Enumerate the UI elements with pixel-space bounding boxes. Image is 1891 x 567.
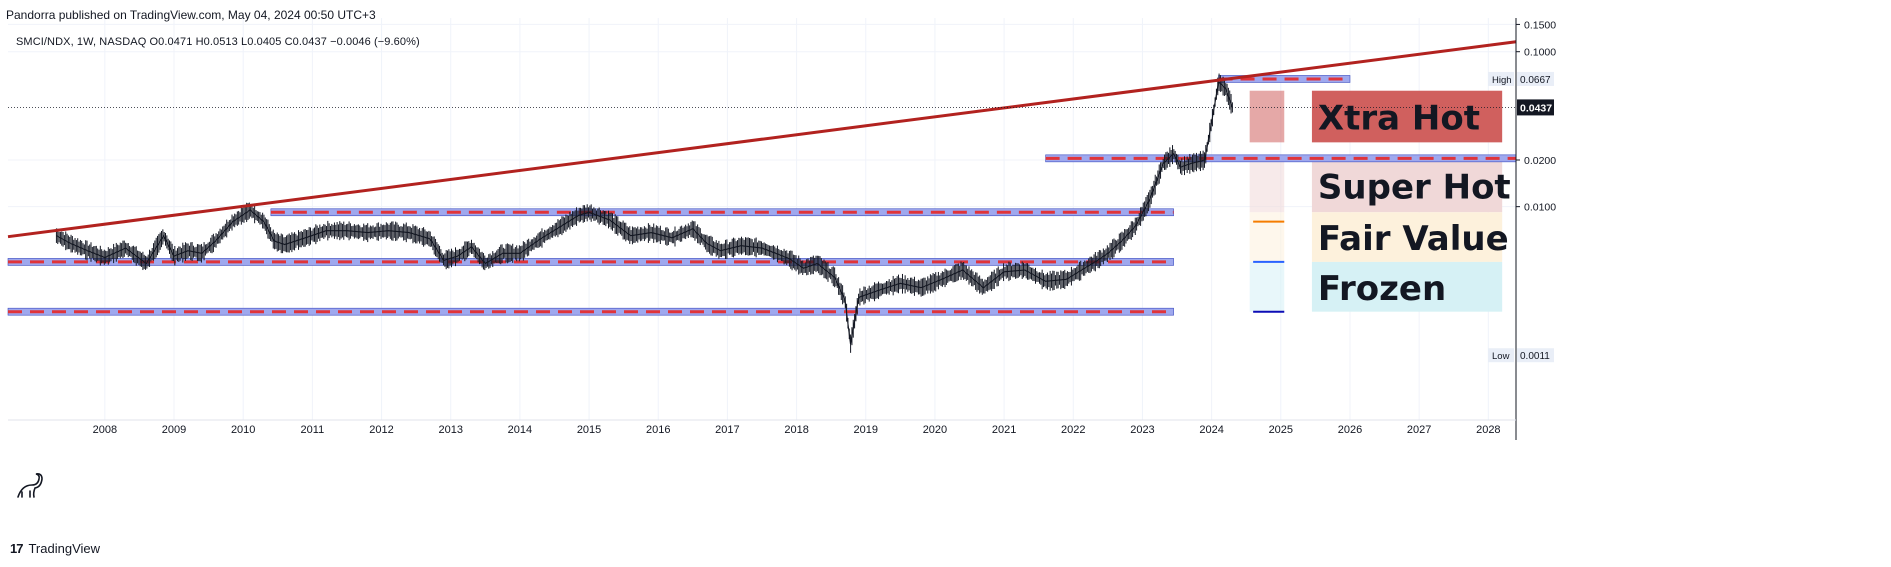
x-tick-label: 2026 <box>1338 424 1362 436</box>
zone-label: Fair Value <box>1318 219 1509 259</box>
zone-box <box>1311 261 1503 312</box>
trendline <box>7 40 1517 239</box>
x-tick-label: 2017 <box>715 424 739 436</box>
zone-strip <box>1249 212 1285 262</box>
time-axis[interactable]: 2008 2009 2010 2011 2012 2013 2014 2015 2016 2017… <box>8 419 1516 436</box>
zone-box <box>1311 158 1503 213</box>
x-tick-label: 2027 <box>1407 424 1431 436</box>
x-tick-label: 2012 <box>369 424 393 436</box>
y-tick-label: 0.1500 <box>1524 19 1556 31</box>
zone-label: Xtra Hot <box>1318 99 1480 139</box>
x-tick-label: 2015 <box>577 424 601 436</box>
x-tick-label: 2025 <box>1269 424 1293 436</box>
x-tick-label: 2010 <box>231 424 255 436</box>
x-tick-label: 2028 <box>1476 424 1500 436</box>
price-label-name-box <box>1488 348 1514 363</box>
price-label-value: 0.0011 <box>1520 351 1550 362</box>
zone-box <box>1311 90 1503 143</box>
x-tick-label: 2008 <box>93 424 117 436</box>
y-tick-label: 0.0100 <box>1524 202 1556 214</box>
x-tick-label: 2021 <box>992 424 1016 436</box>
publish-info: Pandorra published on TradingView.com, M… <box>6 8 376 22</box>
x-tick-label: 2018 <box>784 424 808 436</box>
y-tick-label: 0.0200 <box>1524 155 1556 167</box>
x-tick-label: 2013 <box>438 424 462 436</box>
tradingview-brand[interactable]: TradingView <box>28 541 101 556</box>
price-axis[interactable]: 0.1500 0.1000 0.0200 0.0100 0.0667 High 0.0437… <box>1488 18 1556 440</box>
dino-icon[interactable] <box>17 473 43 498</box>
symbol-legend: SMCI/NDX, 1W, NASDAQ O0.0471 H0.0513 L0.… <box>16 36 420 48</box>
x-tick-label: 2023 <box>1130 424 1154 436</box>
zone-label: Frozen <box>1318 269 1446 309</box>
price-label-name: High <box>1492 75 1512 86</box>
resistance-trendline <box>7 40 1517 239</box>
price-label-box <box>1517 71 1554 86</box>
zone-strip <box>1249 158 1285 213</box>
x-tick-label: 2024 <box>1199 424 1223 436</box>
price-label-name-box <box>1488 71 1514 86</box>
zone-label: Super Hot <box>1318 167 1511 207</box>
price-label-value: 0.0667 <box>1520 75 1551 86</box>
x-tick-label: 2009 <box>162 424 186 436</box>
price-series <box>55 73 1233 353</box>
x-tick-label: 2019 <box>854 424 878 436</box>
x-tick-label: 2011 <box>301 424 325 436</box>
zone-box <box>1311 212 1503 262</box>
price-label-name: Low <box>1492 351 1510 362</box>
zone-strip <box>1249 261 1285 312</box>
chart-grid <box>8 18 1516 420</box>
zone-strip <box>1249 90 1285 143</box>
current-price-box <box>1517 99 1554 116</box>
horizontal-levels <box>7 75 1517 316</box>
footer: 17 TradingView <box>10 541 100 556</box>
x-tick-label: 2014 <box>508 424 532 436</box>
y-tick-label: 0.1000 <box>1524 47 1556 59</box>
x-tick-label: 2016 <box>646 424 670 436</box>
tradingview-logo-icon[interactable]: 17 <box>10 541 24 556</box>
price-label-box <box>1517 348 1554 363</box>
x-tick-label: 2022 <box>1061 424 1085 436</box>
current-price-label: 0.0437 <box>1520 102 1552 114</box>
x-tick-label: 2020 <box>923 424 947 436</box>
zone-boxes: Xtra Hot Super Hot Fair Value Frozen <box>1249 90 1511 313</box>
